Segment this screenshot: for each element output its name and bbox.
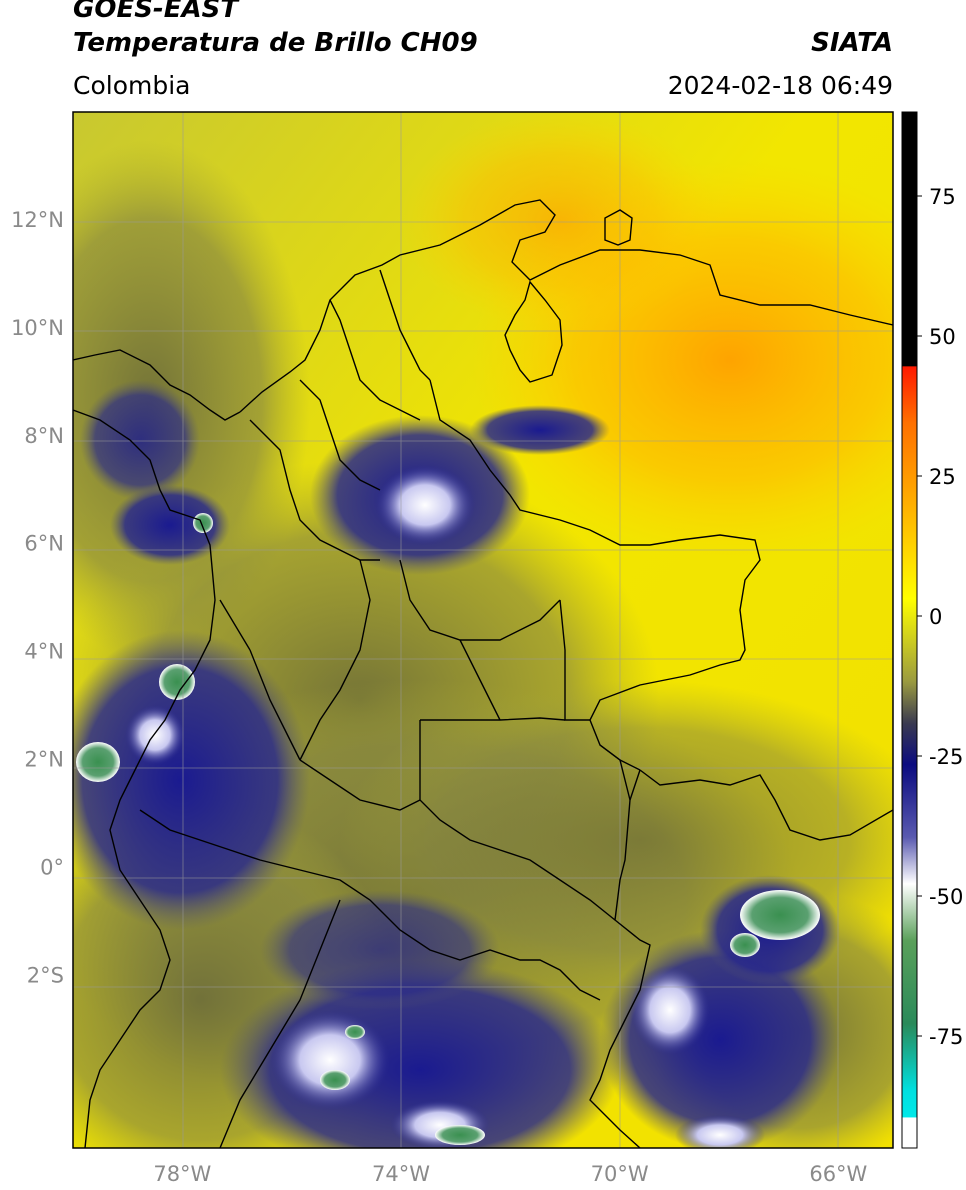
colorbar-ticks: 75 50 25 0 -25 -50 -75 bbox=[917, 185, 963, 1049]
colorbar-tick-label: -25 bbox=[929, 745, 963, 769]
latitude-ticks: 12°N 10°N 8°N 6°N 4°N 2°N 0° 2°S bbox=[11, 208, 64, 987]
colorbar-tick-label: 50 bbox=[929, 325, 956, 349]
latitude-tick-label: 10°N bbox=[11, 316, 64, 340]
colorbar-tick-label: 0 bbox=[929, 605, 942, 629]
latitude-tick-label: 6°N bbox=[24, 532, 64, 556]
region-label: Colombia bbox=[73, 71, 191, 100]
latitude-tick-label: 0° bbox=[40, 855, 64, 879]
latitude-tick-label: 4°N bbox=[24, 640, 64, 664]
satellite-title: GOES-EAST bbox=[73, 0, 239, 24]
longitude-tick-label: 74°W bbox=[372, 1162, 430, 1186]
colorbar-tick-label: -50 bbox=[929, 885, 963, 909]
gridlines bbox=[73, 112, 893, 1148]
longitude-tick-label: 70°W bbox=[591, 1162, 649, 1186]
colorbar-gradient bbox=[901, 111, 918, 1149]
colorbar-tick-label: -75 bbox=[929, 1025, 963, 1049]
product-title: Temperatura de Brillo CH09 bbox=[73, 28, 478, 58]
longitude-ticks: 78°W 74°W 70°W 66°W bbox=[153, 1162, 867, 1186]
latitude-tick-label: 8°N bbox=[24, 424, 64, 448]
latitude-tick-label: 2°N bbox=[24, 748, 64, 772]
colorbar: 75 50 25 0 -25 -50 -75 bbox=[901, 111, 963, 1149]
colorbar-tick-label: 75 bbox=[929, 185, 956, 209]
organization-label: SIATA bbox=[811, 28, 893, 58]
latitude-tick-label: 2°S bbox=[27, 963, 64, 987]
colorbar-tick-label: 25 bbox=[929, 465, 956, 489]
satellite-field bbox=[73, 112, 893, 1148]
latitude-tick-label: 12°N bbox=[11, 208, 64, 232]
longitude-tick-label: 78°W bbox=[153, 1162, 211, 1186]
map-frame bbox=[72, 111, 894, 1149]
timestamp-label: 2024-02-18 06:49 bbox=[667, 71, 893, 100]
coastlines-borders bbox=[73, 199, 893, 1148]
longitude-tick-label: 66°W bbox=[809, 1162, 867, 1186]
